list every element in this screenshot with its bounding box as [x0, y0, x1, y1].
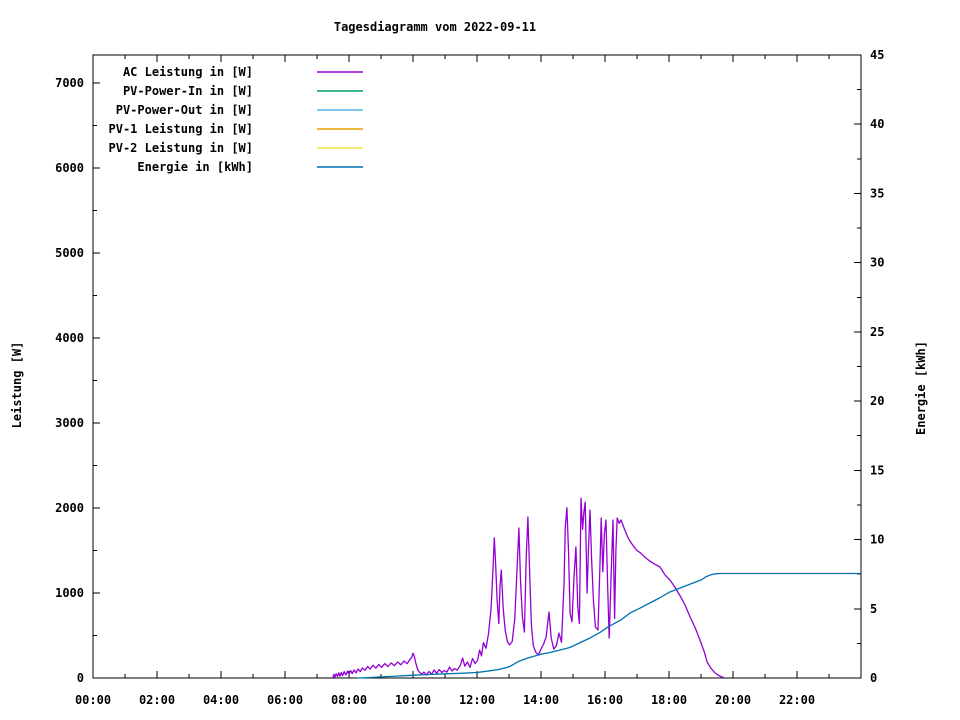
legend-label: PV-Power-In in [W]	[123, 84, 253, 98]
legend-label: PV-2 Leistung in [W]	[109, 141, 254, 155]
y-right-tick-label: 5	[870, 602, 877, 616]
y-right-tick-label: 25	[870, 325, 884, 339]
x-tick-label: 12:00	[459, 693, 495, 707]
y-left-tick-label: 3000	[55, 416, 84, 430]
legend-label: PV-Power-Out in [W]	[116, 103, 253, 117]
x-tick-label: 14:00	[523, 693, 559, 707]
series-energie-in-kwh-	[356, 572, 861, 679]
legend-label: Energie in [kWh]	[137, 160, 253, 174]
y-left-tick-label: 5000	[55, 246, 84, 260]
legend-label: AC Leistung in [W]	[123, 65, 253, 79]
y-right-tick-label: 45	[870, 48, 884, 62]
x-tick-label: 00:00	[75, 693, 111, 707]
y-left-tick-label: 0	[77, 671, 84, 685]
y-left-tick-label: 1000	[55, 586, 84, 600]
y-right-tick-label: 40	[870, 117, 884, 131]
y-left-tick-label: 7000	[55, 76, 84, 90]
x-tick-label: 08:00	[331, 693, 367, 707]
y-left-tick-label: 4000	[55, 331, 84, 345]
x-tick-label: 16:00	[587, 693, 623, 707]
y-right-tick-label: 10	[870, 533, 884, 547]
y-right-tick-label: 35	[870, 186, 884, 200]
x-tick-label: 02:00	[139, 693, 175, 707]
x-tick-label: 10:00	[395, 693, 431, 707]
x-tick-label: 20:00	[715, 693, 751, 707]
chart-title: Tagesdiagramm vom 2022-09-11	[333, 20, 537, 34]
x-tick-label: 04:00	[203, 693, 239, 707]
x-tick-label: 06:00	[267, 693, 303, 707]
y-right-tick-label: 0	[870, 671, 877, 685]
y-right-tick-label: 20	[870, 394, 884, 408]
y-left-tick-label: 2000	[55, 501, 84, 515]
legend-label: PV-1 Leistung in [W]	[109, 122, 254, 136]
y-right-tick-label: 15	[870, 463, 884, 477]
y-right-tick-label: 30	[870, 256, 884, 270]
series-ac-leistung-in-w-	[332, 497, 724, 679]
x-tick-label: 18:00	[651, 693, 687, 707]
x-tick-label: 22:00	[779, 693, 815, 707]
y-left-tick-label: 6000	[55, 161, 84, 175]
